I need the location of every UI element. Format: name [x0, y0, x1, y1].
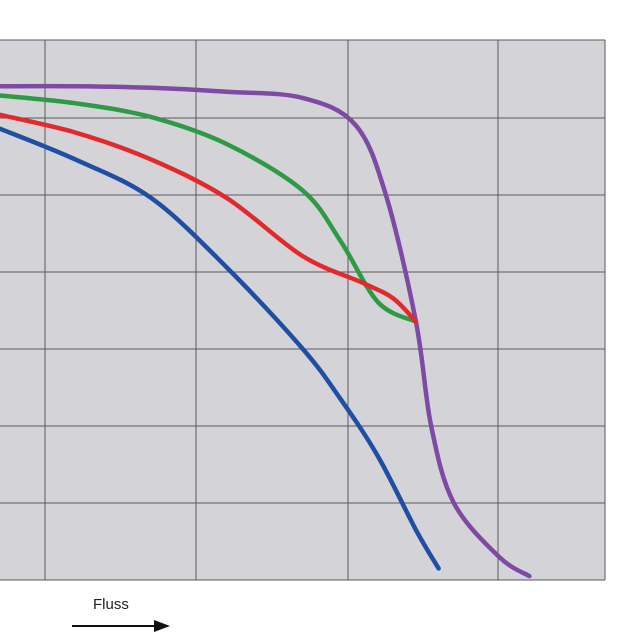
series-line-3	[0, 112, 419, 324]
right-arrow-icon	[72, 620, 170, 632]
series-line-2	[0, 93, 419, 324]
series-line-4	[0, 126, 441, 571]
series-line-1	[0, 83, 532, 579]
series-lines	[0, 83, 532, 579]
plot-background	[0, 40, 605, 580]
grid	[0, 39, 606, 581]
x-axis-label: Fluss	[93, 596, 129, 613]
